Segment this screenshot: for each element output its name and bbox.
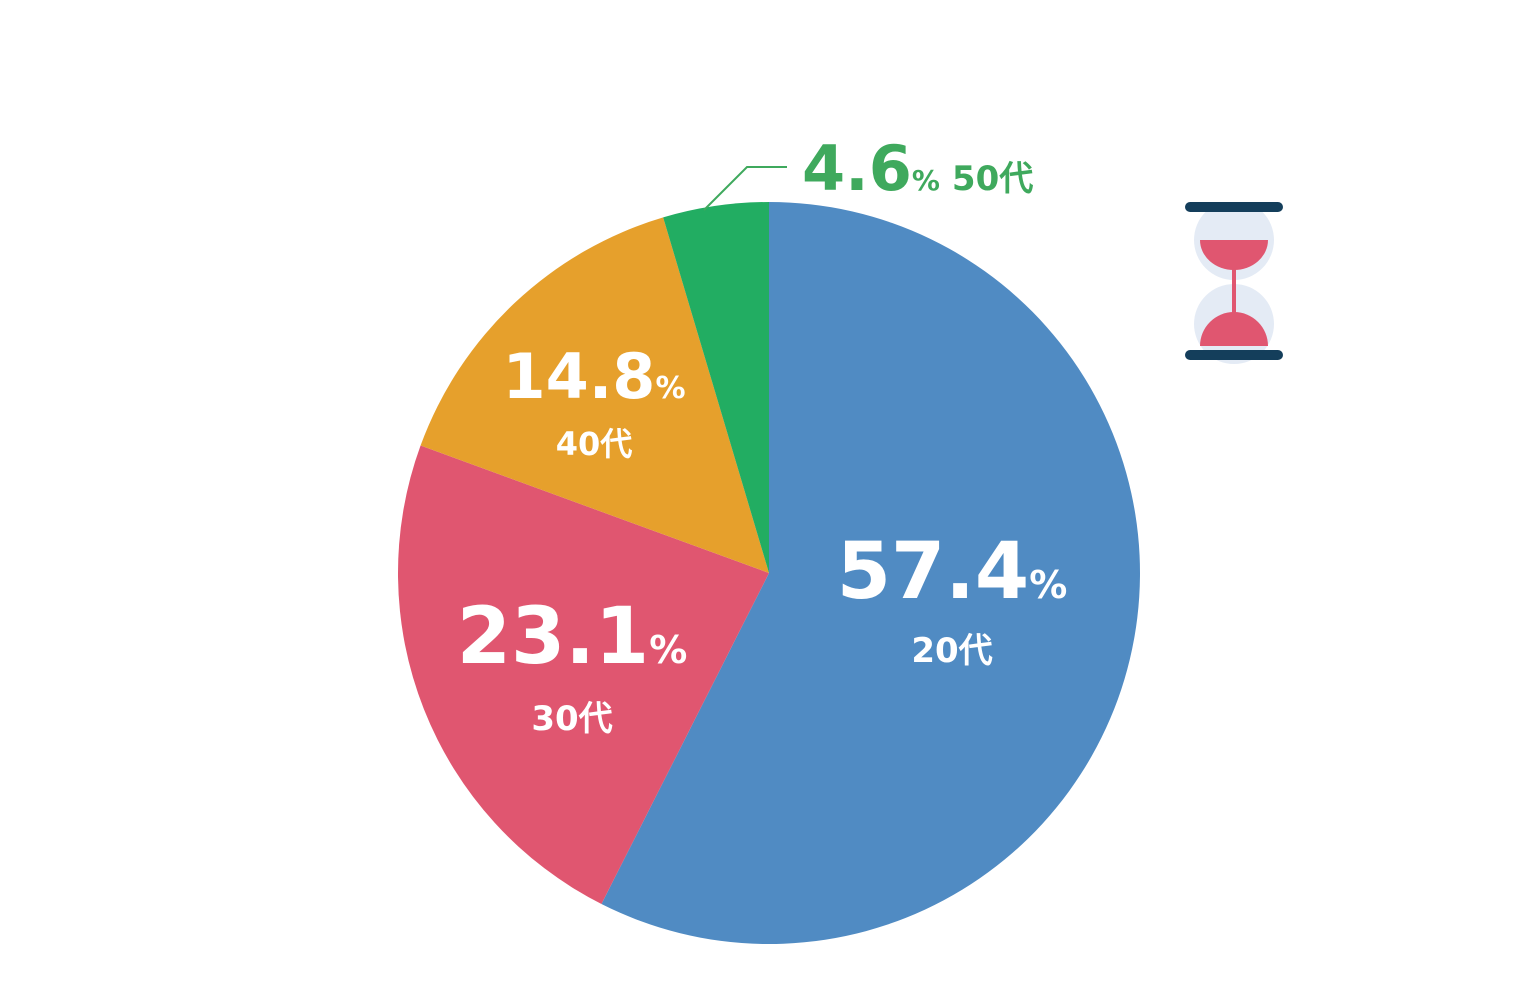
- pie-slices: [397, 202, 1141, 944]
- slice-label-20s: 57.4%: [837, 527, 1068, 617]
- pie-slice-50s: [663, 202, 769, 573]
- slice-value-20s: 57.4: [837, 527, 1029, 617]
- slice-value-50s: 4.6: [802, 132, 912, 205]
- slice-unit-20s: %: [1029, 563, 1067, 607]
- slice-label-30s: 23.1%: [457, 592, 688, 682]
- slice-unit-50s: %: [912, 164, 940, 197]
- slice-label-50s: 4.6% 50代: [802, 132, 1033, 205]
- pie-slice-30s: [397, 445, 769, 905]
- slice-value-30s: 23.1: [457, 592, 649, 682]
- leader-line-50s: [703, 166, 787, 211]
- slice-label-40s: 14.8%: [502, 340, 685, 413]
- pie-slice-40s: [420, 217, 769, 574]
- slice-category-50s: 50代: [952, 159, 1033, 199]
- pie-slice-20s: [601, 202, 1141, 944]
- slice-category-40s: 40代: [556, 425, 633, 463]
- slice-unit-40s: %: [655, 371, 685, 406]
- slice-category-20s: 20代: [911, 631, 992, 671]
- slice-unit-30s: %: [649, 628, 687, 672]
- slice-category-30s: 30代: [531, 699, 612, 739]
- hourglass-icon: [1185, 200, 1283, 364]
- slice-value-40s: 14.8: [502, 340, 655, 413]
